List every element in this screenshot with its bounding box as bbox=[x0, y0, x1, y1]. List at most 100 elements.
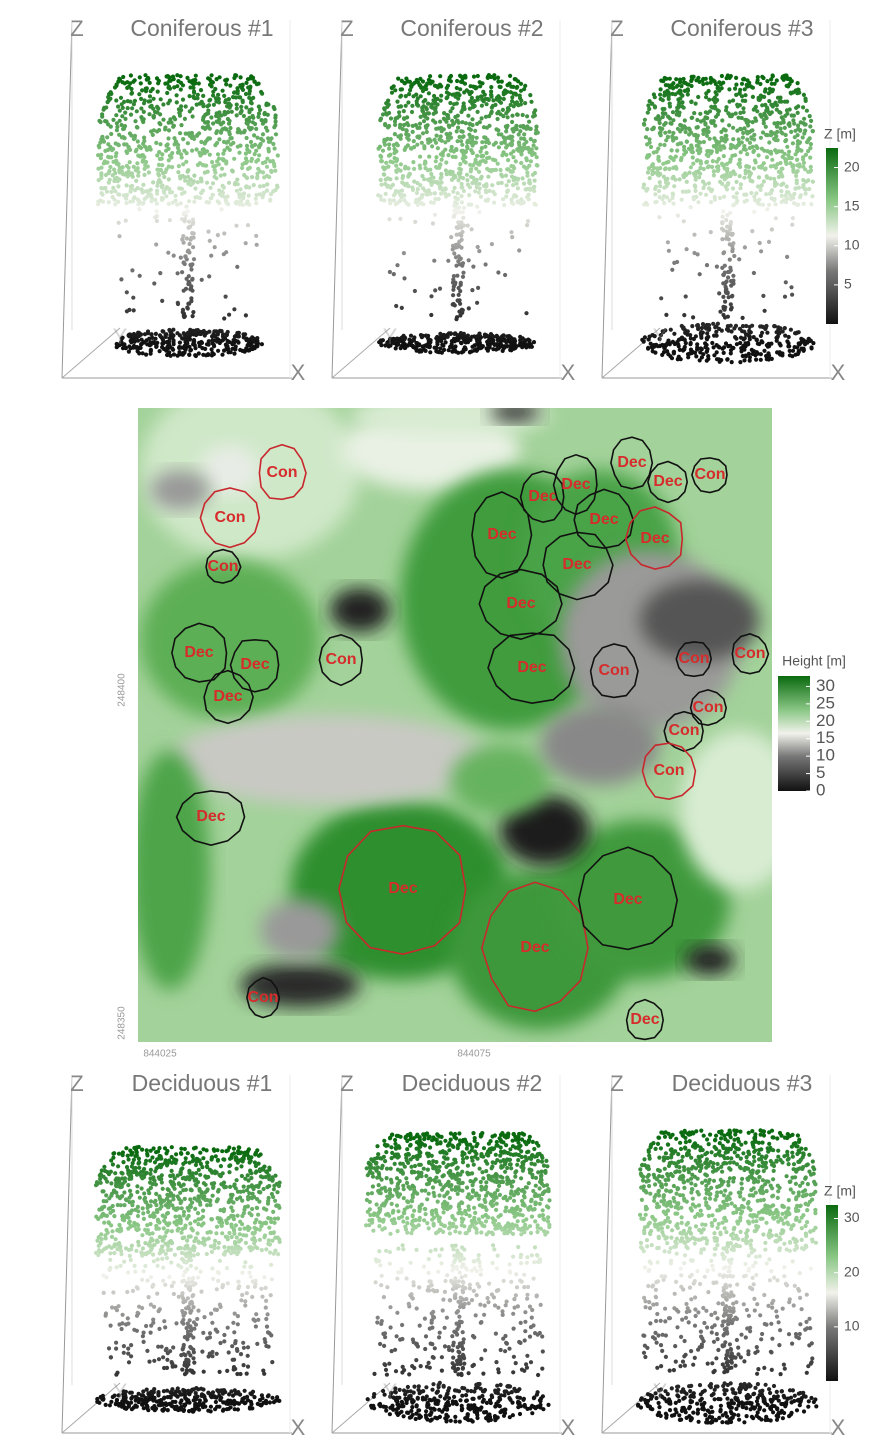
point bbox=[461, 210, 465, 214]
point bbox=[789, 285, 793, 289]
point bbox=[258, 184, 262, 188]
point bbox=[189, 183, 193, 187]
point bbox=[270, 1396, 274, 1400]
point bbox=[250, 175, 254, 179]
point bbox=[505, 344, 509, 348]
point bbox=[233, 73, 237, 77]
point bbox=[475, 301, 479, 305]
point bbox=[405, 136, 409, 140]
point bbox=[687, 189, 691, 193]
point bbox=[190, 231, 194, 235]
point bbox=[383, 182, 387, 186]
point bbox=[762, 161, 766, 165]
point bbox=[136, 174, 140, 178]
point bbox=[517, 343, 521, 347]
point bbox=[235, 113, 239, 117]
point bbox=[167, 1275, 171, 1279]
point bbox=[235, 103, 239, 107]
point bbox=[403, 346, 407, 350]
point bbox=[811, 129, 815, 133]
point bbox=[737, 92, 741, 96]
point bbox=[464, 160, 468, 164]
point bbox=[139, 187, 143, 191]
point bbox=[216, 1279, 220, 1283]
point bbox=[705, 347, 709, 351]
point bbox=[452, 251, 456, 255]
point bbox=[209, 186, 213, 190]
point bbox=[797, 186, 801, 190]
point bbox=[118, 109, 122, 113]
point bbox=[136, 349, 140, 353]
point bbox=[164, 1348, 168, 1352]
panel-title: Deciduous #1 bbox=[132, 1070, 273, 1096]
point bbox=[703, 182, 707, 186]
point bbox=[479, 195, 483, 199]
point bbox=[120, 114, 124, 118]
point bbox=[461, 130, 465, 134]
point bbox=[521, 336, 525, 340]
point bbox=[692, 111, 696, 115]
point bbox=[158, 333, 162, 337]
point bbox=[199, 1290, 203, 1294]
point bbox=[645, 127, 649, 131]
point bbox=[164, 332, 168, 336]
point bbox=[131, 199, 135, 203]
point bbox=[261, 1369, 265, 1373]
point bbox=[187, 1306, 191, 1310]
point bbox=[471, 265, 475, 269]
point bbox=[475, 122, 479, 126]
point bbox=[220, 1388, 224, 1392]
point bbox=[777, 110, 781, 114]
point bbox=[458, 289, 462, 293]
point bbox=[729, 284, 733, 288]
point bbox=[783, 126, 787, 130]
point bbox=[510, 95, 514, 99]
point bbox=[658, 166, 662, 170]
point bbox=[180, 187, 184, 191]
point bbox=[432, 201, 436, 205]
point bbox=[117, 221, 121, 225]
point bbox=[185, 76, 189, 80]
point bbox=[427, 343, 431, 347]
point bbox=[268, 1400, 272, 1404]
point bbox=[683, 345, 687, 349]
point bbox=[714, 330, 718, 334]
point bbox=[535, 163, 539, 167]
point bbox=[149, 332, 153, 336]
point bbox=[684, 150, 688, 154]
point bbox=[400, 79, 404, 83]
point bbox=[395, 176, 399, 180]
point bbox=[751, 120, 755, 124]
point bbox=[387, 217, 391, 221]
point bbox=[461, 275, 465, 279]
point bbox=[773, 82, 777, 86]
point bbox=[410, 104, 414, 108]
point bbox=[212, 344, 216, 348]
point bbox=[190, 106, 194, 110]
point bbox=[172, 342, 176, 346]
point bbox=[386, 125, 390, 129]
point bbox=[801, 178, 805, 182]
point bbox=[774, 216, 778, 220]
point bbox=[662, 143, 666, 147]
point bbox=[261, 170, 265, 174]
point bbox=[459, 225, 463, 229]
point bbox=[742, 193, 746, 197]
point bbox=[736, 104, 740, 108]
point bbox=[160, 163, 164, 167]
point bbox=[790, 293, 794, 297]
point bbox=[129, 187, 133, 191]
point bbox=[130, 334, 134, 338]
point bbox=[188, 1311, 192, 1315]
point bbox=[720, 118, 724, 122]
point bbox=[429, 172, 433, 176]
point bbox=[692, 133, 696, 137]
crown-label: Dec bbox=[589, 511, 618, 528]
point bbox=[244, 105, 248, 109]
point bbox=[721, 215, 725, 219]
point bbox=[503, 139, 507, 143]
point bbox=[516, 79, 520, 83]
point bbox=[406, 79, 410, 83]
point bbox=[255, 336, 259, 340]
point bbox=[240, 1397, 244, 1401]
